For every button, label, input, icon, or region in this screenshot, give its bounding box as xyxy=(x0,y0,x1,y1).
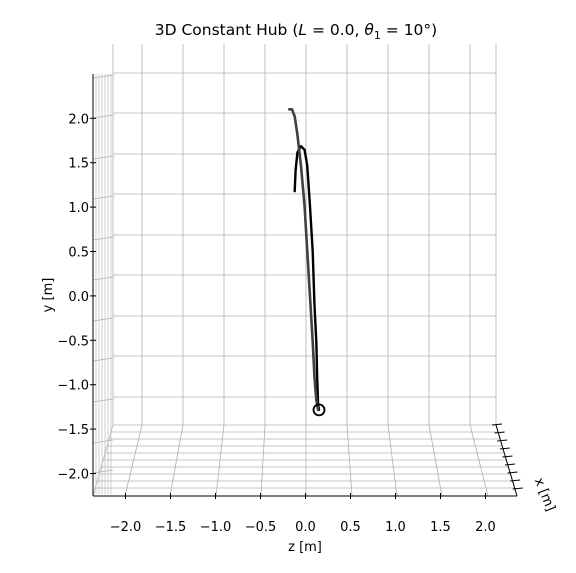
end-marker xyxy=(312,403,326,417)
side-grid-h-4 xyxy=(92,236,114,241)
y-tick-label-0: −2.0 xyxy=(57,468,89,483)
y-axis-label: y [m] xyxy=(41,278,56,313)
floor-grid-v-6 xyxy=(346,424,353,497)
y-tick-label-5: 0.5 xyxy=(68,246,89,261)
title-l-value: = 0.0, xyxy=(307,21,364,39)
floor-grid-v-8 xyxy=(428,424,443,497)
floor-grid-v-1 xyxy=(124,424,143,497)
floor-grid-v-2 xyxy=(169,424,184,497)
x-axis-label: x [m] xyxy=(531,476,558,514)
y-tick-label-6: 1.0 xyxy=(68,201,89,216)
z-axis-label: z [m] xyxy=(288,540,322,555)
x-axis-ticks xyxy=(491,423,523,497)
y-axis-ticks: −2.0 −1.5 −1.0 −0.5 0.0 0.5 1.0 1.5 2.0 xyxy=(57,112,96,483)
title-theta-subscript: 1 xyxy=(374,29,381,42)
floor-grid-v-7 xyxy=(387,424,398,497)
z-tick-label-4: 0.0 xyxy=(295,520,316,535)
x-tick-mark-3 xyxy=(499,447,510,450)
x-tick-mark-6 xyxy=(507,471,518,474)
z-tick-label-2: −1.0 xyxy=(200,520,232,535)
y-tick-label-7: 1.5 xyxy=(68,157,89,172)
y-tick-label-3: −0.5 xyxy=(57,334,89,349)
side-grid-h-10 xyxy=(92,469,114,474)
series-line-1 xyxy=(288,108,320,412)
side-grid-h-5 xyxy=(92,276,114,281)
z-tick-label-3: −0.5 xyxy=(245,520,277,535)
floor-grid-v-3 xyxy=(215,424,225,497)
title-theta-value: = 10°) xyxy=(381,21,437,39)
x-tick-mark-1 xyxy=(494,431,505,434)
x-tick-mark-2 xyxy=(497,439,508,442)
side-grid-h-7 xyxy=(92,357,114,362)
z-tick-label-6: 1.0 xyxy=(385,520,406,535)
x-tick-mark-5 xyxy=(504,463,516,466)
z-tick-label-1: −1.5 xyxy=(155,520,187,535)
side-grid-h-0 xyxy=(92,74,114,79)
y-tick-label-8: 2.0 xyxy=(68,112,89,127)
floor-grid-v-9 xyxy=(469,424,489,497)
chart-title: 3D Constant Hub (L = 0.0, θ1 = 10°) xyxy=(155,21,437,42)
x-axis-line xyxy=(495,424,518,497)
y-tick-label-2: −1.0 xyxy=(57,379,89,394)
z-tick-label-7: 1.5 xyxy=(430,520,451,535)
side-grid-h-2 xyxy=(92,155,114,160)
floor-grid-v-0 xyxy=(92,424,114,497)
side-grid-h-8 xyxy=(92,398,114,403)
data-series xyxy=(288,108,326,417)
floor-grid-v-4 xyxy=(260,424,266,497)
pane-grid xyxy=(92,44,518,497)
title-prefix: 3D Constant Hub ( xyxy=(155,21,299,39)
side-grid-h-1 xyxy=(92,114,114,119)
side-grid-h-6 xyxy=(92,317,114,322)
x-tick-mark-7 xyxy=(510,479,521,482)
side-grid-h-3 xyxy=(92,195,114,200)
z-tick-label-5: 0.5 xyxy=(340,520,361,535)
y-tick-label-1: −1.5 xyxy=(57,423,89,438)
x-tick-mark-4 xyxy=(502,455,513,458)
z-axis-ticks: −2.0 −1.5 −1.0 −0.5 0.0 0.5 1.0 1.5 2.0 xyxy=(110,493,496,535)
title-l-symbol: L xyxy=(298,21,307,39)
title-theta-symbol: θ xyxy=(364,21,374,39)
side-grid-h-9 xyxy=(92,439,114,444)
y-tick-label-4: 0.0 xyxy=(68,290,89,305)
z-tick-label-0: −2.0 xyxy=(110,520,142,535)
z-tick-label-8: 2.0 xyxy=(475,520,496,535)
series-line-0 xyxy=(293,145,321,412)
x-tick-mark-0 xyxy=(491,423,503,426)
